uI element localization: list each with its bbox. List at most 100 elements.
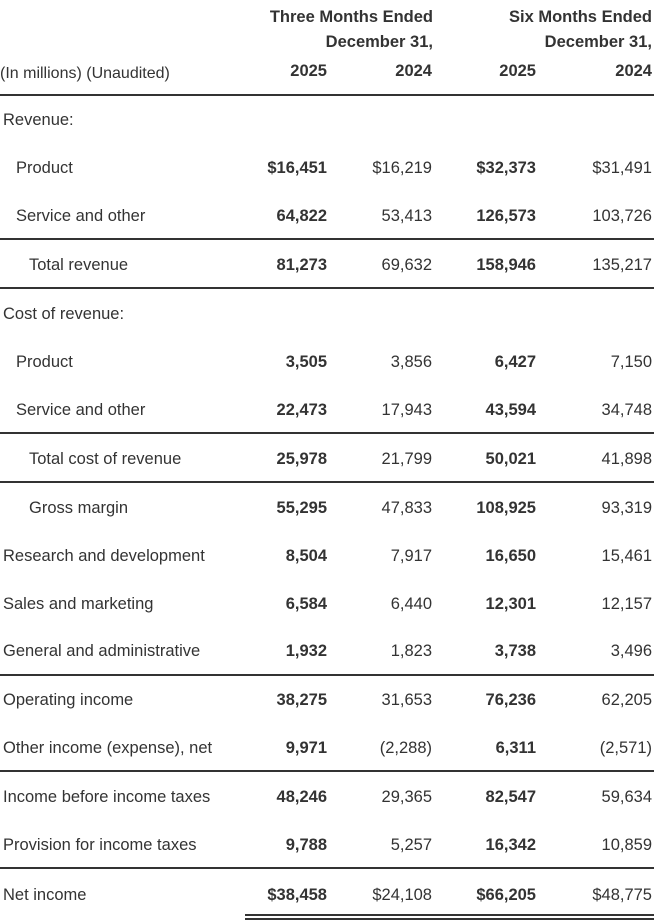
value-h-2024: 7,150: [610, 353, 652, 371]
value-h-2024: 41,898: [601, 450, 652, 468]
row-label: Income before income taxes: [3, 788, 211, 806]
value-q-2025: 9,971: [285, 739, 327, 757]
value-q-2024: $24,108: [372, 886, 432, 904]
row-total-revenue: Total revenue 81,273 69,632 158,946 135,…: [0, 242, 654, 290]
value-q-2025: 55,295: [276, 499, 327, 517]
value-h-2024: 59,634: [601, 788, 652, 806]
rule-before-operating-income: [0, 674, 654, 676]
year-header-q-2024: 2024: [395, 62, 432, 80]
value-q-2025: 1,932: [285, 642, 327, 660]
value-q-2024: 17,943: [381, 401, 432, 419]
row-cost-heading: Cost of revenue:: [0, 291, 654, 339]
value-q-2025: 38,275: [276, 691, 327, 709]
value-q-2024: (2,288): [379, 739, 432, 757]
value-h-2025: 82,547: [485, 788, 536, 806]
value-h-2025: 6,311: [495, 739, 536, 757]
header-rule: [0, 94, 654, 96]
value-q-2025: 81,273: [276, 256, 327, 274]
row-label: Research and development: [3, 547, 205, 565]
row-label: Total revenue: [29, 256, 129, 274]
value-q-2024: 69,632: [381, 256, 432, 274]
rule-before-total-cost: [0, 432, 654, 434]
value-h-2025: $66,205: [476, 886, 536, 904]
row-provision-income-taxes: Provision for income taxes 9,788 5,257 1…: [0, 822, 654, 870]
value-q-2025: 8,504: [285, 547, 327, 565]
row-total-cost: Total cost of revenue 25,978 21,799 50,0…: [0, 436, 654, 484]
three-months-header-line2: December 31,: [325, 33, 433, 51]
row-general-administrative: General and administrative 1,932 1,823 3…: [0, 628, 654, 676]
value-q-2024: 6,440: [390, 595, 432, 613]
row-label: Sales and marketing: [3, 595, 154, 613]
value-h-2024: 12,157: [601, 595, 652, 613]
value-q-2025: 3,505: [285, 353, 327, 371]
value-q-2025: 22,473: [276, 401, 327, 419]
value-h-2024: 34,748: [601, 401, 652, 419]
row-label: Total cost of revenue: [29, 450, 182, 468]
value-q-2024: 53,413: [381, 207, 432, 225]
value-h-2024: $48,775: [592, 886, 652, 904]
six-months-header: Six Months Ended December 31,: [452, 5, 652, 55]
unit-label: (In millions) (Unaudited): [0, 65, 170, 82]
row-label: Other income (expense), net: [3, 739, 213, 757]
six-months-header-line1: Six Months Ended: [508, 8, 652, 26]
value-q-2024: 29,365: [381, 788, 432, 806]
row-label: Product: [16, 353, 73, 371]
value-h-2025: 12,301: [485, 595, 536, 613]
value-q-2024: 7,917: [390, 547, 432, 565]
value-h-2024: 135,217: [592, 256, 652, 274]
value-q-2024: 47,833: [381, 499, 432, 517]
value-q-2025: 64,822: [276, 207, 327, 225]
value-h-2024: 3,496: [610, 642, 652, 660]
row-gross-margin: Gross margin 55,295 47,833 108,925 93,31…: [0, 485, 654, 533]
row-cost-service: Service and other 22,473 17,943 43,594 3…: [0, 387, 654, 435]
three-months-header-line1: Three Months Ended: [269, 8, 433, 26]
value-h-2024: 103,726: [592, 207, 652, 225]
row-revenue-heading: Revenue:: [0, 97, 654, 145]
rule-before-net-income: [0, 867, 654, 869]
value-h-2025: 16,342: [485, 836, 536, 854]
year-header-h-2025: 2025: [499, 62, 536, 80]
value-h-2025: 108,925: [476, 499, 536, 517]
row-income-before-taxes: Income before income taxes 48,246 29,365…: [0, 774, 654, 822]
value-q-2024: $16,219: [372, 159, 432, 177]
value-h-2024: (2,571): [599, 739, 652, 757]
value-q-2025: 48,246: [276, 788, 327, 806]
value-q-2025: $38,458: [267, 886, 327, 904]
value-h-2024: 10,859: [601, 836, 652, 854]
row-label: Gross margin: [29, 499, 129, 517]
value-q-2025: $16,451: [267, 159, 327, 177]
value-h-2025: 76,236: [485, 691, 536, 709]
value-q-2025: 25,978: [276, 450, 327, 468]
value-q-2024: 3,856: [390, 353, 432, 371]
row-label: Service and other: [16, 207, 146, 225]
row-revenue-product: Product $16,451 $16,219 $32,373 $31,491: [0, 145, 654, 193]
six-months-header-line2: December 31,: [544, 33, 652, 51]
value-h-2024: 93,319: [601, 499, 652, 517]
value-q-2024: 1,823: [390, 642, 432, 660]
row-label: Product: [16, 159, 73, 177]
row-label: Provision for income taxes: [3, 836, 197, 854]
value-h-2025: 16,650: [485, 547, 536, 565]
row-label: Operating income: [3, 691, 134, 709]
value-h-2025: 3,738: [494, 642, 536, 660]
row-sales-marketing: Sales and marketing 6,584 6,440 12,301 1…: [0, 581, 654, 629]
row-revenue-service: Service and other 64,822 53,413 126,573 …: [0, 193, 654, 241]
row-cost-product: Product 3,505 3,856 6,427 7,150: [0, 339, 654, 387]
value-h-2025: 158,946: [476, 256, 536, 274]
value-h-2025: 50,021: [485, 450, 536, 468]
row-net-income: Net income $38,458 $24,108 $66,205 $48,7…: [0, 872, 654, 920]
row-label: Service and other: [16, 401, 146, 419]
value-h-2025: 126,573: [476, 207, 536, 225]
rule-before-total-revenue: [0, 238, 654, 240]
row-label: Net income: [3, 886, 87, 904]
rule-before-income-before-taxes: [0, 770, 654, 772]
value-h-2024: 62,205: [601, 691, 652, 709]
year-header-q-2025: 2025: [290, 62, 327, 80]
rule-after-total-revenue: [0, 287, 654, 289]
net-income-double-rule-bottom: [245, 918, 654, 920]
value-h-2024: $31,491: [592, 159, 652, 177]
row-label: Revenue:: [3, 111, 74, 129]
value-q-2024: 31,653: [381, 691, 432, 709]
value-q-2024: 21,799: [381, 450, 432, 468]
row-research-development: Research and development 8,504 7,917 16,…: [0, 533, 654, 581]
